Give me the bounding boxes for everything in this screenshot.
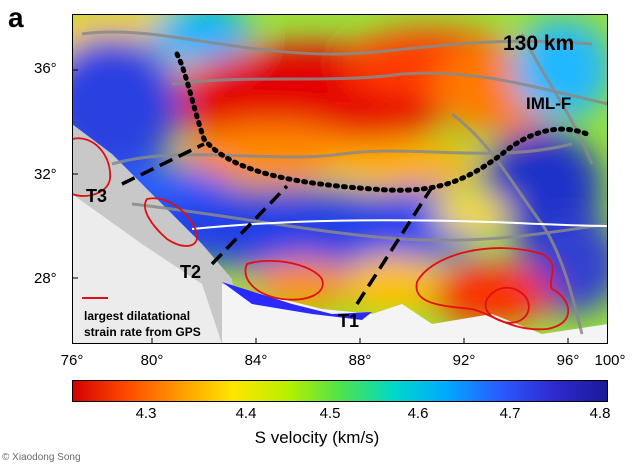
fault-label: IML-F — [526, 94, 572, 113]
depth-label: 130 km — [503, 32, 575, 55]
lat-label-28: 28° — [34, 270, 57, 287]
lon-label-88: 88° — [348, 352, 372, 369]
tomography-map — [72, 14, 608, 344]
panel-letter: a — [8, 2, 24, 33]
colorbar — [72, 380, 608, 402]
legend-line2: strain rate from GPS — [84, 325, 201, 339]
colorbar-tick-45: 4.5 — [319, 405, 341, 422]
lon-label-84: 84° — [244, 352, 268, 369]
transect-label-t1: T1 — [338, 311, 360, 331]
colorbar-tick-47: 4.7 — [499, 405, 521, 422]
legend-line1: largest dilatational — [84, 309, 191, 323]
lat-label-36: 36° — [34, 60, 57, 77]
lon-label-80: 80° — [140, 352, 164, 369]
colorbar-tick-48: 4.8 — [589, 405, 611, 422]
colorbar-tick-43: 4.3 — [135, 405, 157, 422]
lon-label-76: 76° — [60, 352, 84, 369]
colorbar-tick-44: 4.4 — [235, 405, 257, 422]
image-credit: © Xiaodong Song — [2, 452, 81, 463]
lon-label-96: 96° — [556, 352, 580, 369]
colorbar-title: S velocity (km/s) — [254, 428, 380, 447]
colorbar-tick-46: 4.6 — [407, 405, 429, 422]
lon-label-100: 100° — [594, 352, 626, 369]
red-line-swatch-icon — [82, 297, 108, 299]
lat-label-32: 32° — [34, 166, 57, 183]
transect-label-t3: T3 — [86, 186, 108, 206]
transect-label-t2: T2 — [180, 262, 202, 282]
lon-label-92: 92° — [452, 352, 476, 369]
